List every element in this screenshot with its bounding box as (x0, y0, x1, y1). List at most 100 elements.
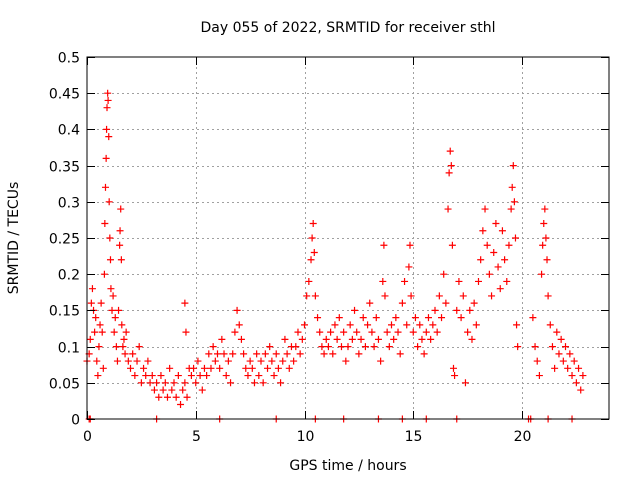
data-point (513, 321, 521, 329)
data-point (100, 270, 108, 278)
data-point (106, 256, 114, 264)
data-point (296, 350, 304, 358)
data-point (546, 321, 554, 329)
x-tick-label: 0 (83, 429, 92, 445)
x-tick-label: 5 (192, 429, 201, 445)
data-point (331, 321, 339, 329)
data-point (250, 379, 258, 387)
data-point (94, 372, 102, 380)
data-point (372, 314, 380, 322)
y-tick-label: 0.2 (58, 268, 80, 284)
data-point (388, 321, 395, 329)
data-point (385, 343, 393, 351)
data-point (255, 372, 263, 380)
data-point (346, 321, 354, 329)
data-point (279, 357, 287, 365)
data-point (102, 154, 110, 162)
data-point (579, 372, 587, 380)
data-point (146, 379, 154, 387)
y-tick-label: 0 (71, 413, 80, 429)
data-point (440, 270, 448, 278)
data-point (200, 364, 208, 372)
axis-ticks: 0 0.05 0.1 0.15 0.2 0.25 0.3 0.35 0.4 0.45 0.5 0 5 10… (49, 51, 609, 445)
data-point (113, 357, 121, 365)
data-point (105, 198, 113, 206)
data-point (103, 125, 111, 133)
data-point (507, 205, 515, 213)
y-tick-label: 0.15 (49, 304, 80, 320)
data-point (218, 335, 226, 343)
data-point (492, 220, 500, 228)
data-point (543, 256, 551, 264)
data-point (268, 357, 276, 365)
data-point (361, 343, 369, 351)
data-point (192, 379, 200, 387)
data-point (311, 292, 319, 300)
data-point (316, 328, 324, 336)
data-point (117, 256, 125, 264)
data-point (163, 393, 171, 401)
data-point (87, 299, 95, 307)
data-point (496, 285, 504, 293)
data-point (181, 379, 189, 387)
data-point (235, 321, 243, 329)
data-point (418, 335, 426, 343)
data-point (104, 96, 112, 104)
data-point (498, 227, 506, 235)
data-point (101, 183, 109, 191)
data-point (109, 292, 117, 300)
data-point (205, 350, 213, 358)
data-point (381, 292, 389, 300)
data-point (157, 372, 165, 380)
data-point (92, 314, 100, 322)
data-point (222, 372, 230, 380)
data-point (203, 372, 211, 380)
y-tick-label: 0.05 (49, 377, 80, 393)
data-point (392, 314, 400, 322)
data-point (342, 357, 350, 365)
data-point (99, 364, 107, 372)
y-tick-label: 0.35 (49, 160, 80, 176)
data-point (93, 357, 101, 365)
data-point (557, 335, 565, 343)
data-point (283, 350, 291, 358)
data-point (183, 393, 191, 401)
data-point (97, 299, 105, 307)
data-point (529, 314, 537, 322)
data-point (448, 241, 456, 249)
data-point (409, 328, 417, 336)
data-point (398, 299, 406, 307)
data-point (572, 379, 580, 387)
data-point (407, 292, 415, 300)
data-point (559, 357, 567, 365)
data-point (209, 343, 217, 351)
data-point (120, 335, 128, 343)
data-point (455, 277, 463, 285)
data-point (248, 364, 256, 372)
y-tick-label: 0.45 (49, 87, 80, 103)
data-point (488, 292, 496, 300)
data-point (307, 256, 315, 264)
data-point (168, 386, 176, 394)
data-point (575, 364, 583, 372)
data-point (539, 241, 547, 249)
data-point (340, 328, 348, 336)
data-point (274, 364, 282, 372)
data-point (95, 343, 103, 351)
data-point (103, 104, 111, 112)
x-tick-label: 20 (514, 429, 532, 445)
data-point (435, 292, 443, 300)
data-point (472, 321, 480, 329)
data-point (220, 350, 228, 358)
data-point (240, 350, 248, 358)
data-point (303, 292, 311, 300)
data-point (246, 357, 254, 365)
data-point (294, 328, 302, 336)
data-point (116, 227, 124, 235)
data-point (542, 234, 550, 242)
data-point (324, 343, 332, 351)
x-tick-label: 10 (297, 429, 315, 445)
data-point (320, 350, 328, 358)
data-point (364, 321, 372, 329)
